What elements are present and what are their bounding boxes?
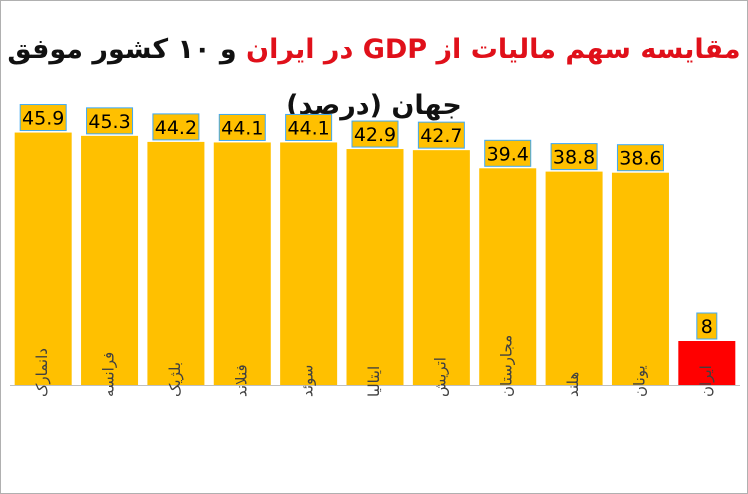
data-label: 38.6 <box>619 148 661 170</box>
chart-title-part1: مقایسه سهم مالیات از GDP در ایران <box>246 34 741 65</box>
bar <box>412 150 470 385</box>
data-label-box <box>351 120 399 148</box>
data-label-box <box>550 143 598 171</box>
bar <box>346 149 404 385</box>
bar <box>147 141 205 385</box>
x-tick-label: بلژیک <box>166 362 184 397</box>
data-label: 42.7 <box>420 125 462 147</box>
x-tick-label: ایران <box>697 365 715 397</box>
bar <box>479 168 537 385</box>
data-label-box <box>86 107 134 135</box>
data-label: 45.9 <box>22 108 64 130</box>
x-tick-label: ایتالیا <box>365 366 383 397</box>
data-label-box <box>152 113 200 141</box>
x-tick-label: فرانسه <box>100 352 118 397</box>
bar <box>81 135 139 385</box>
data-label: 38.8 <box>553 147 595 169</box>
x-tick-label: یونان <box>630 365 648 397</box>
chart-title: مقایسه سهم مالیات از GDP در ایران و ۱۰ ک… <box>0 22 748 134</box>
x-tick-label: دانمارک <box>33 348 51 397</box>
data-label: 42.9 <box>354 124 396 146</box>
data-label-box <box>285 113 333 141</box>
x-tick-label: اتریش <box>431 357 449 397</box>
bar <box>14 132 72 385</box>
data-label: 44.2 <box>155 117 197 139</box>
x-tick-label: مجارستان <box>498 335 516 397</box>
data-label: 39.4 <box>487 143 529 165</box>
data-label: 8 <box>701 316 713 338</box>
x-tick-label: فنلاند <box>232 364 250 397</box>
data-label-box <box>616 144 664 172</box>
bar <box>678 341 736 385</box>
x-tick-label: سوئد <box>299 365 317 397</box>
data-label-box <box>484 139 532 167</box>
data-label: 44.1 <box>221 117 263 139</box>
data-label: 44.1 <box>287 117 329 139</box>
x-tick-label: هلند <box>564 372 582 397</box>
bar <box>545 171 603 385</box>
bar <box>611 172 669 385</box>
data-label-box <box>19 104 67 132</box>
bar <box>213 142 271 385</box>
data-label: 45.3 <box>88 111 130 133</box>
bar <box>280 142 338 385</box>
data-label-box <box>218 113 266 141</box>
data-label-box <box>696 312 718 340</box>
data-label-box <box>417 121 465 149</box>
